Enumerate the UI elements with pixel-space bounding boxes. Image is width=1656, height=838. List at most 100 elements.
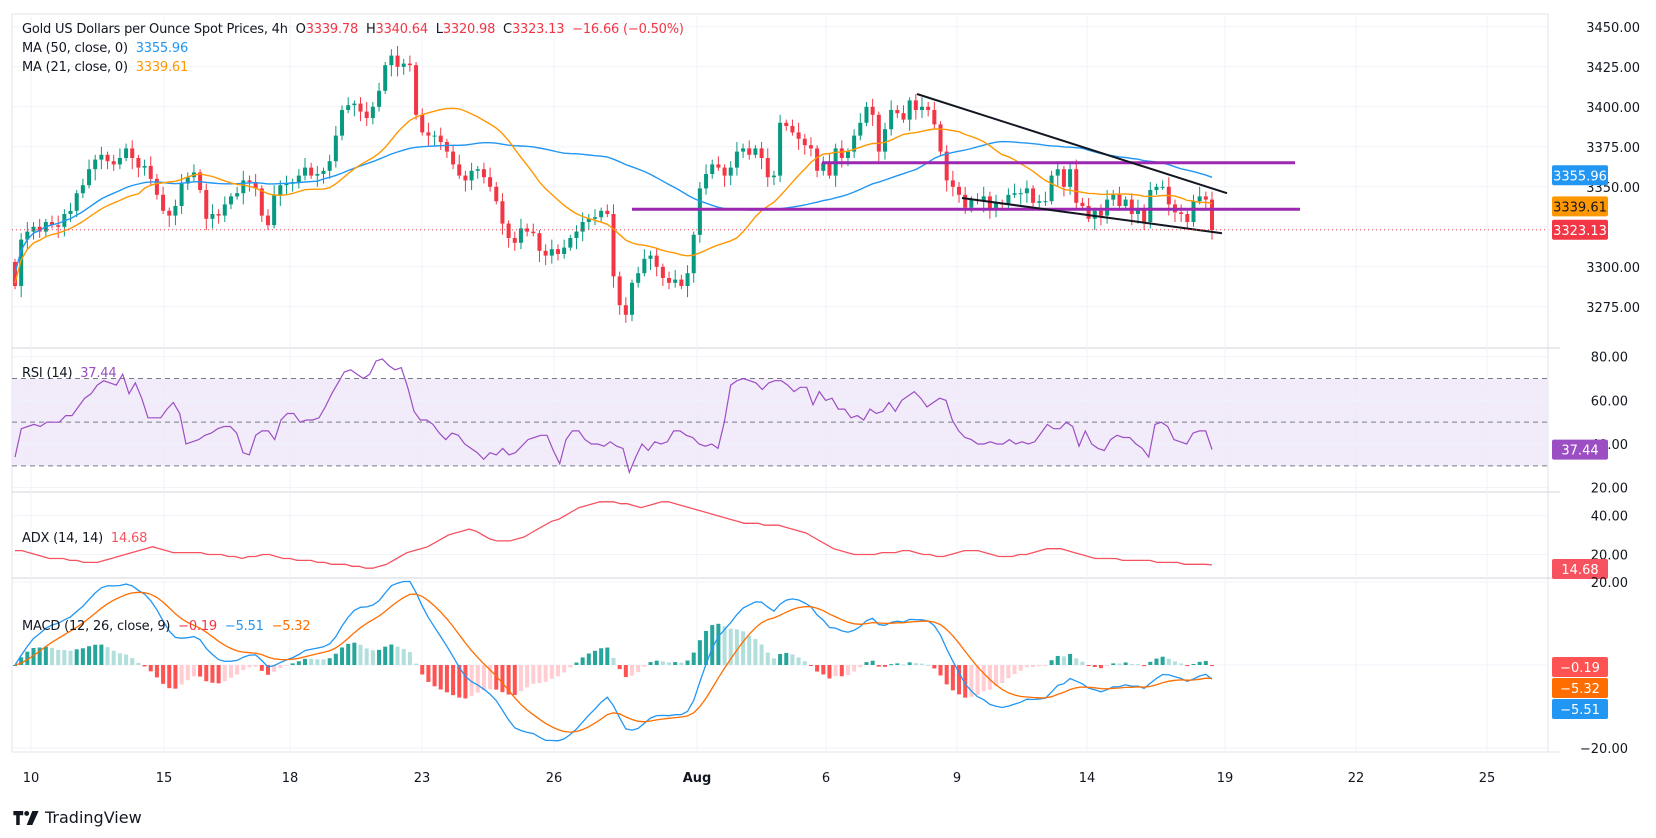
- candle-up: [19, 239, 24, 286]
- candle-down: [50, 222, 55, 226]
- macd-histogram-bar: [346, 643, 351, 665]
- candle-down: [901, 113, 906, 120]
- macd-histogram-bar: [1092, 665, 1097, 668]
- adx-value: 14.68: [110, 531, 148, 546]
- macd-histogram-bar: [802, 661, 807, 665]
- macd-histogram-bar: [25, 651, 30, 665]
- candle-up: [296, 175, 301, 182]
- macd-histogram-bar: [31, 648, 36, 665]
- macd-histogram-bar: [370, 650, 375, 665]
- candle-up: [685, 273, 690, 286]
- macd-histogram-bar: [932, 665, 937, 669]
- candle-down: [555, 249, 560, 254]
- candle-up: [173, 206, 178, 216]
- candle-up: [117, 158, 122, 165]
- macd-histogram-bar: [858, 665, 863, 668]
- macd-histogram-bar: [1068, 653, 1073, 665]
- macd-histogram-bar: [975, 665, 980, 695]
- adx-legend[interactable]: ADX (14, 14) 14.68: [22, 531, 147, 546]
- macd-histogram-bar: [1061, 656, 1066, 665]
- change-value: −16.66 (−0.50%): [572, 22, 684, 37]
- candle-down: [796, 132, 801, 139]
- candle-up: [586, 218, 591, 222]
- candle-up: [87, 169, 92, 186]
- macd-histogram-bar: [771, 658, 776, 665]
- macd-histogram-bar: [765, 652, 770, 665]
- macd-histogram-bar: [340, 647, 345, 665]
- symbol-title: Gold US Dollars per Ounce Spot Prices, 4…: [22, 22, 288, 37]
- candle-up: [1105, 199, 1110, 216]
- macd-histogram-bar: [907, 662, 912, 665]
- macd-legend[interactable]: MACD (12, 26, close, 9) −0.19 −5.51 −5.3…: [22, 619, 311, 634]
- adx-value-tag: 14.68: [1561, 563, 1598, 578]
- macd-histogram-bar: [784, 652, 789, 665]
- macd-signal-tag: −5.32: [1560, 682, 1600, 697]
- ma50-legend[interactable]: MA (50, close, 0) 3355.96: [22, 41, 188, 56]
- candle-up: [1148, 190, 1153, 222]
- macd-histogram-bar: [377, 649, 382, 665]
- macd-histogram-bar: [864, 662, 869, 665]
- price-axis-label: 3425.00: [1586, 61, 1640, 76]
- candle-up: [469, 170, 474, 181]
- candle-up: [1092, 210, 1097, 219]
- macd-histogram-bar: [1098, 665, 1103, 669]
- candle-up: [278, 185, 283, 195]
- ma21-value: 3339.61: [135, 60, 189, 75]
- time-axis-label: 19: [1217, 771, 1234, 786]
- candle-down: [1074, 169, 1079, 203]
- candle-up: [1123, 199, 1128, 206]
- candle-down: [364, 111, 369, 118]
- candle-up: [352, 103, 357, 106]
- macd-histogram-bar: [210, 665, 215, 683]
- candle-down: [488, 177, 493, 187]
- candle-up: [648, 255, 653, 259]
- macd-histogram-bar: [198, 665, 203, 677]
- rsi-axis-label: 80.00: [1591, 351, 1628, 366]
- macd-histogram-bar: [648, 662, 653, 665]
- macd-histogram-bar: [691, 652, 696, 665]
- tradingview-brand: TradingView: [45, 808, 142, 827]
- candle-down: [716, 164, 721, 168]
- macd-histogram-bar: [525, 665, 530, 688]
- macd-histogram-bar: [938, 665, 943, 676]
- macd-histogram-bar: [352, 642, 357, 665]
- ma21-legend[interactable]: MA (21, close, 0) 3339.61: [22, 60, 188, 75]
- macd-histogram-bar: [944, 665, 949, 685]
- tradingview-logo[interactable]: TradingView: [13, 808, 142, 827]
- candle-up: [1018, 193, 1023, 195]
- adx-axis-label: 40.00: [1591, 509, 1628, 524]
- candle-up: [697, 188, 702, 235]
- macd-axis-label: −20.00: [1580, 742, 1628, 757]
- macd-histogram-bar: [919, 663, 925, 665]
- open-value: 3339.78: [305, 22, 359, 37]
- macd-histogram-bar: [1074, 658, 1079, 665]
- candle-up: [333, 135, 338, 162]
- macd-histogram-bar: [512, 665, 517, 696]
- candle-down: [660, 266, 665, 278]
- candle-up: [753, 148, 758, 155]
- macd-histogram-bar: [167, 665, 172, 689]
- macd-histogram-bar: [383, 646, 388, 665]
- macd-histogram-bar: [494, 665, 499, 690]
- macd-histogram-bar: [518, 665, 523, 692]
- macd-histogram-bar: [673, 662, 678, 665]
- candle-up: [580, 222, 585, 232]
- macd-signal-line: [14, 591, 1213, 733]
- candle-down: [654, 255, 659, 267]
- macd-histogram-bar: [876, 665, 881, 667]
- candle-down: [987, 196, 992, 210]
- macd-histogram-bar: [259, 665, 264, 671]
- macd-histogram-bar: [950, 665, 955, 691]
- adx-value-tag-bg: [1552, 558, 1608, 579]
- candle-up: [142, 166, 147, 168]
- candle-down: [407, 63, 412, 66]
- macd-histogram-bar: [630, 665, 635, 676]
- candle-down: [167, 210, 172, 216]
- candle-down: [37, 226, 42, 232]
- candle-down: [537, 233, 542, 251]
- rsi-legend[interactable]: RSI (14) 37.44: [22, 366, 117, 381]
- candle-down: [253, 182, 258, 189]
- candle-down: [808, 145, 813, 149]
- ma50-line: [14, 140, 1213, 274]
